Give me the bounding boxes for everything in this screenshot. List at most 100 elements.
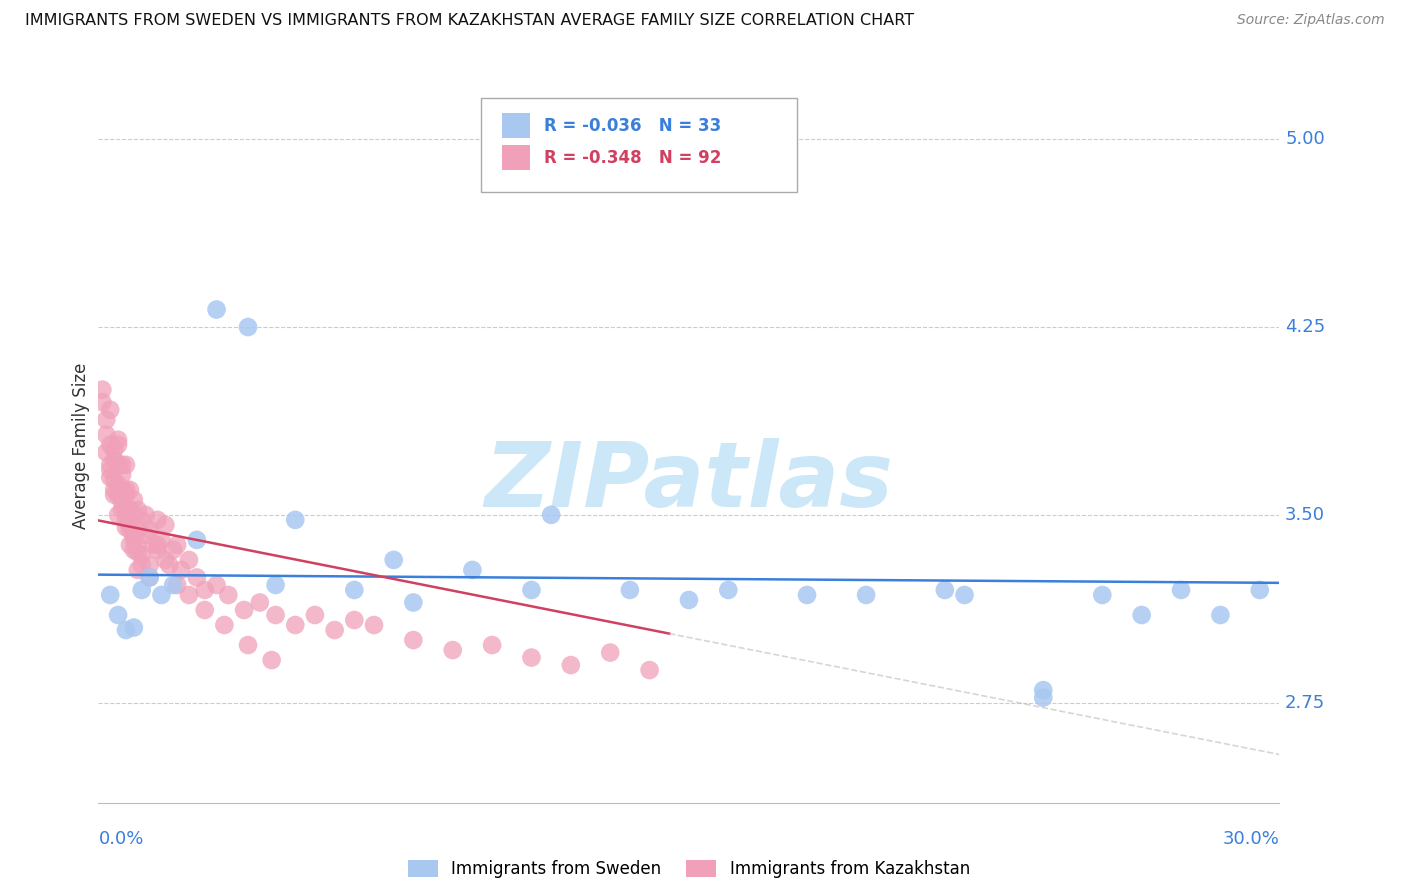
Point [107,508,129,522]
Point [91,395,114,409]
Point [162,542,184,557]
Point [205,302,228,317]
Point [115,488,138,502]
Point [127,563,149,577]
Point [138,570,160,584]
Point [115,503,138,517]
Point [249,595,271,609]
Point [1091,588,1114,602]
Point [127,545,149,559]
Point [135,528,157,542]
Text: R = -0.348   N = 92: R = -0.348 N = 92 [544,149,721,167]
Point [98,470,121,484]
Point [166,578,188,592]
Point [98,438,121,452]
Point [205,578,228,592]
Point [402,595,425,609]
Point [146,513,169,527]
Legend: Immigrants from Sweden, Immigrants from Kazakhstan: Immigrants from Sweden, Immigrants from … [401,854,977,885]
Point [520,650,543,665]
Point [115,458,138,472]
Point [560,658,582,673]
Point [98,458,121,472]
Point [138,558,160,572]
Point [855,588,877,602]
Text: 2.75: 2.75 [1285,694,1326,712]
Point [98,588,121,602]
Point [115,520,138,534]
Point [1209,607,1232,622]
Point [131,548,153,562]
Point [138,570,160,584]
Point [103,452,125,467]
Point [343,582,366,597]
Point [1249,582,1271,597]
Point [118,503,141,517]
Point [953,588,976,602]
Text: 5.00: 5.00 [1285,130,1324,148]
Point [111,495,134,509]
Point [118,523,141,537]
Point [217,588,239,602]
Point [111,483,134,497]
Point [934,582,956,597]
Point [236,320,259,334]
Point [118,517,141,532]
Point [1130,607,1153,622]
Point [107,607,129,622]
Point [107,458,129,472]
Point [382,553,405,567]
Point [122,621,145,635]
Point [540,508,562,522]
Point [103,442,125,457]
Point [678,593,700,607]
Point [115,483,138,497]
Point [107,488,129,502]
Point [1032,690,1054,705]
Point [1170,582,1192,597]
Point [186,533,208,547]
Text: 4.25: 4.25 [1285,318,1326,336]
Point [107,438,129,452]
Point [441,643,464,657]
Point [111,467,134,482]
Point [166,538,188,552]
Point [122,533,145,547]
Point [111,503,134,517]
Point [194,582,217,597]
Point [264,607,287,622]
Point [1032,683,1054,698]
Point [717,582,740,597]
Point [177,588,200,602]
Point [127,538,149,552]
Point [131,513,153,527]
Point [461,563,484,577]
Point [91,383,114,397]
Point [122,528,145,542]
Point [131,582,153,597]
Point [127,503,149,517]
Point [122,508,145,522]
Point [96,427,118,442]
Point [599,646,621,660]
Point [214,618,236,632]
Point [122,542,145,557]
Y-axis label: Average Family Size: Average Family Size [72,363,90,529]
Point [520,582,543,597]
Point [260,653,283,667]
Point [118,483,141,497]
Point [115,513,138,527]
Point [96,413,118,427]
Text: 30.0%: 30.0% [1223,830,1279,847]
Point [155,553,177,567]
Point [103,483,125,497]
Point [131,558,153,572]
Point [142,538,165,552]
Point [107,433,129,447]
Text: ZIPatlas: ZIPatlas [485,438,893,525]
Text: 3.50: 3.50 [1285,506,1324,524]
Point [107,478,129,492]
Point [363,618,385,632]
Point [98,463,121,477]
Point [323,623,346,637]
